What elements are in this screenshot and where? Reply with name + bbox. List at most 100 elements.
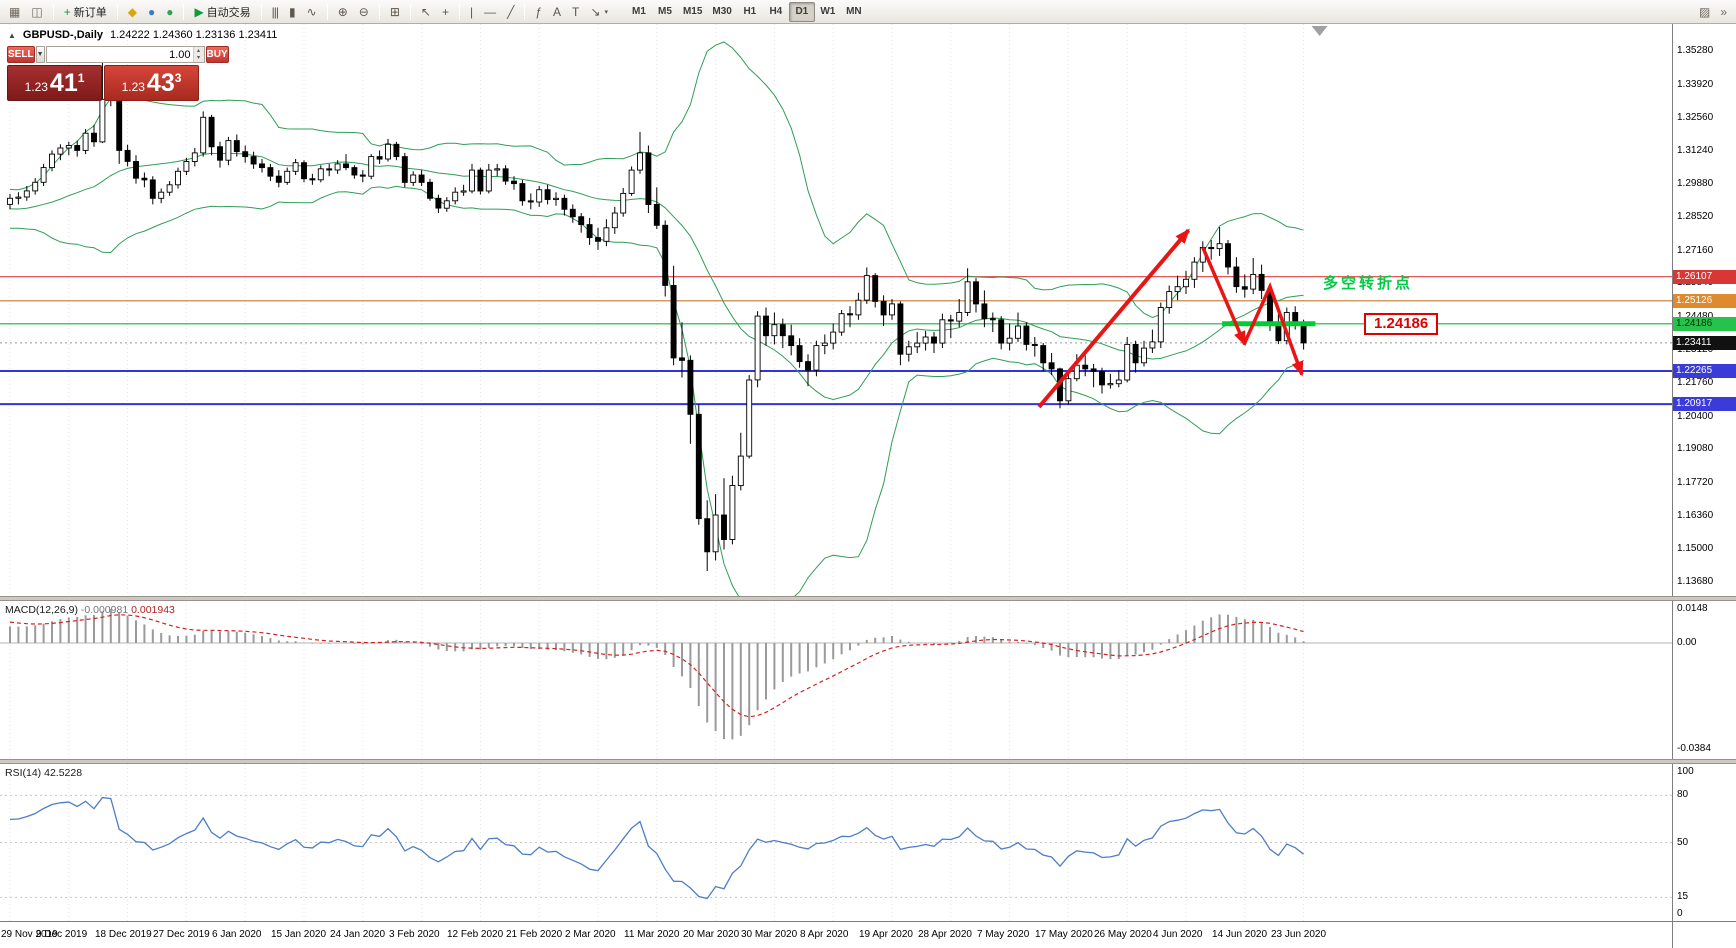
main-chart-pane[interactable]: ▲ GBPUSD-,Daily 1.24222 1.24360 1.23136 … (0, 24, 1736, 596)
text-label-button[interactable]: T (567, 2, 584, 22)
template-icon: ▨ (1698, 4, 1711, 19)
date-axis-label: 21 Feb 2020 (506, 929, 563, 940)
arrows-button[interactable]: ↘ ▾ (585, 2, 613, 22)
date-axis-label: 9 Dec 2019 (36, 929, 88, 940)
chart-region: ▲ GBPUSD-,Daily 1.24222 1.24360 1.23136 … (0, 24, 1736, 948)
sell-price-button[interactable]: 1.23 41 1 (7, 65, 102, 101)
order-type-dropdown[interactable]: ▼ (35, 46, 45, 63)
buy-price-frac: 3 (174, 70, 182, 85)
price-level-tag: 1.26107 (1673, 270, 1736, 284)
date-axis-label: 4 Jun 2020 (1153, 929, 1203, 940)
symbol-period-text: GBPUSD-,Daily (22, 29, 103, 41)
line-chart-button[interactable]: ∿ (302, 2, 322, 22)
candlestick-icon: ▮ (289, 4, 296, 19)
autotrading-button-label: 自动交易 (206, 6, 251, 19)
magnifier-plus-icon: ⊕ (337, 4, 348, 19)
price-tick-label: 1.33920 (1677, 79, 1714, 90)
price-tick-label: 1.24480 (1677, 311, 1713, 322)
community-icon: ● (147, 4, 156, 19)
buy-price-button[interactable]: 1.23 43 3 (104, 65, 199, 101)
date-axis-label: 23 Jun 2020 (1271, 929, 1327, 940)
price-tick-label: 1.15000 (1677, 543, 1714, 554)
horizontal-line-button[interactable]: — (479, 2, 501, 22)
timeframe-mn-button[interactable]: MN (841, 2, 867, 22)
text-icon: A (553, 4, 562, 19)
toolbar-right: ▨» (1694, 2, 1732, 22)
arrow-icon: ↘ (590, 4, 601, 19)
tile-windows-icon: ⊞ (389, 4, 400, 19)
collapse-icon[interactable]: ▲ (8, 30, 16, 40)
toolbar-separator (524, 3, 526, 20)
macd-pane[interactable]: MACD(12,26,9) -0.000981 0.001943 0.0148 0… (0, 601, 1736, 759)
sell-price-whole: 1.23 (24, 79, 48, 94)
date-axis-label: 7 May 2020 (977, 929, 1030, 940)
date-axis-label: 30 Mar 2020 (741, 929, 798, 940)
volume-decrease-button[interactable]: ▾ (193, 54, 204, 62)
bar-chart-button[interactable]: ||| (267, 2, 283, 22)
tile-windows-button[interactable]: ⊞ (385, 2, 405, 22)
price-axis[interactable]: 1.35280 1.33920 1.32560 1.31240 1.29880 1.285… (1672, 24, 1736, 596)
price-tick-label: 1.27160 (1677, 245, 1714, 256)
date-axis[interactable]: 29 Nov 2019 9 Dec 2019 18 Dec 2019 27 Dec 2… (0, 921, 1736, 948)
indicators-button[interactable]: ƒ (530, 2, 547, 22)
timeframe-w1-button[interactable]: W1 (815, 2, 841, 22)
rsi-tick-label: 15 (1677, 891, 1689, 902)
zoom-out-button[interactable]: ⊖ (354, 2, 374, 22)
price-tick-label: 1.20400 (1677, 411, 1714, 422)
date-axis-label: 28 Apr 2020 (918, 929, 972, 940)
buy-button[interactable]: BUY (205, 46, 229, 63)
candlestick-chart-button[interactable]: ▮ (284, 2, 301, 22)
support-price-annotation: 1.24186 (1364, 313, 1439, 335)
cursor-button[interactable]: ↖ (416, 2, 436, 22)
profiles-button[interactable]: ◫ (26, 2, 47, 22)
alerts-button[interactable]: ◆ (123, 2, 142, 22)
date-axis-label: 27 Dec 2019 (153, 929, 210, 940)
trend-arrow[interactable] (1037, 228, 1191, 409)
macd-tick-label: 0.00 (1677, 637, 1697, 648)
timeframe-m15-button[interactable]: M15 (678, 2, 707, 22)
toolbar-overflow-button[interactable]: » (1715, 2, 1732, 22)
volume-increase-button[interactable]: ▴ (193, 47, 204, 55)
bars-icon: ||| (271, 4, 279, 19)
new-order-button[interactable]: + 新订单 (59, 2, 112, 22)
pane-separator[interactable] (0, 759, 1736, 764)
rsi-pane[interactable]: RSI(14) 42.5228 100 80 50 15 0 (0, 764, 1736, 921)
toolbar-separator (409, 3, 411, 20)
turning-point-annotation: 多空转折点 (1323, 275, 1414, 292)
date-axis-label: 20 Mar 2020 (683, 929, 740, 940)
toolbar-separator (326, 3, 328, 20)
timeframe-m5-button[interactable]: M5 (652, 2, 678, 22)
diamond-icon: ◆ (127, 4, 137, 19)
price-tick-label: 1.16360 (1677, 510, 1714, 521)
market-button[interactable]: ● (161, 2, 178, 22)
chart-templates-button[interactable]: ▨ (1694, 2, 1715, 22)
pane-separator[interactable] (0, 596, 1736, 601)
trendline-button[interactable]: ╱ (502, 2, 519, 22)
timeframe-h4-button[interactable]: H4 (763, 2, 789, 22)
timeframe-m30-button[interactable]: M30 (707, 2, 736, 22)
trend-arrow[interactable] (1242, 282, 1304, 377)
toolbar-separator (458, 3, 460, 20)
timeframe-d1-button[interactable]: D1 (788, 1, 815, 22)
chart-shift-marker[interactable] (1311, 26, 1328, 36)
zoom-in-button[interactable]: ⊕ (333, 2, 353, 22)
rsi-chart (0, 764, 1672, 921)
timeframe-m1-button[interactable]: M1 (626, 2, 652, 22)
autotrading-button[interactable]: ▶ 自动交易 (189, 2, 255, 22)
rsi-tick-label: 0 (1677, 908, 1683, 919)
vertical-line-button[interactable]: | (465, 2, 478, 22)
crosshair-icon: + (441, 4, 449, 19)
community-button[interactable]: ● (143, 2, 160, 22)
date-axis-label: 19 Apr 2020 (859, 929, 913, 940)
macd-label: MACD(12,26,9) -0.000981 0.001943 (5, 604, 175, 616)
timeframe-h1-button[interactable]: H1 (737, 2, 763, 22)
date-axis-label: 12 Feb 2020 (447, 929, 504, 940)
date-axis-label: 14 Jun 2020 (1212, 929, 1268, 940)
crosshair-button[interactable]: + (437, 2, 454, 22)
text-button[interactable]: A (548, 2, 566, 22)
new-chart-button[interactable]: ▦ (4, 2, 25, 22)
volume-input[interactable] (46, 47, 193, 62)
sell-button[interactable]: SELL (7, 46, 35, 63)
trend-arrow[interactable] (1201, 246, 1247, 347)
